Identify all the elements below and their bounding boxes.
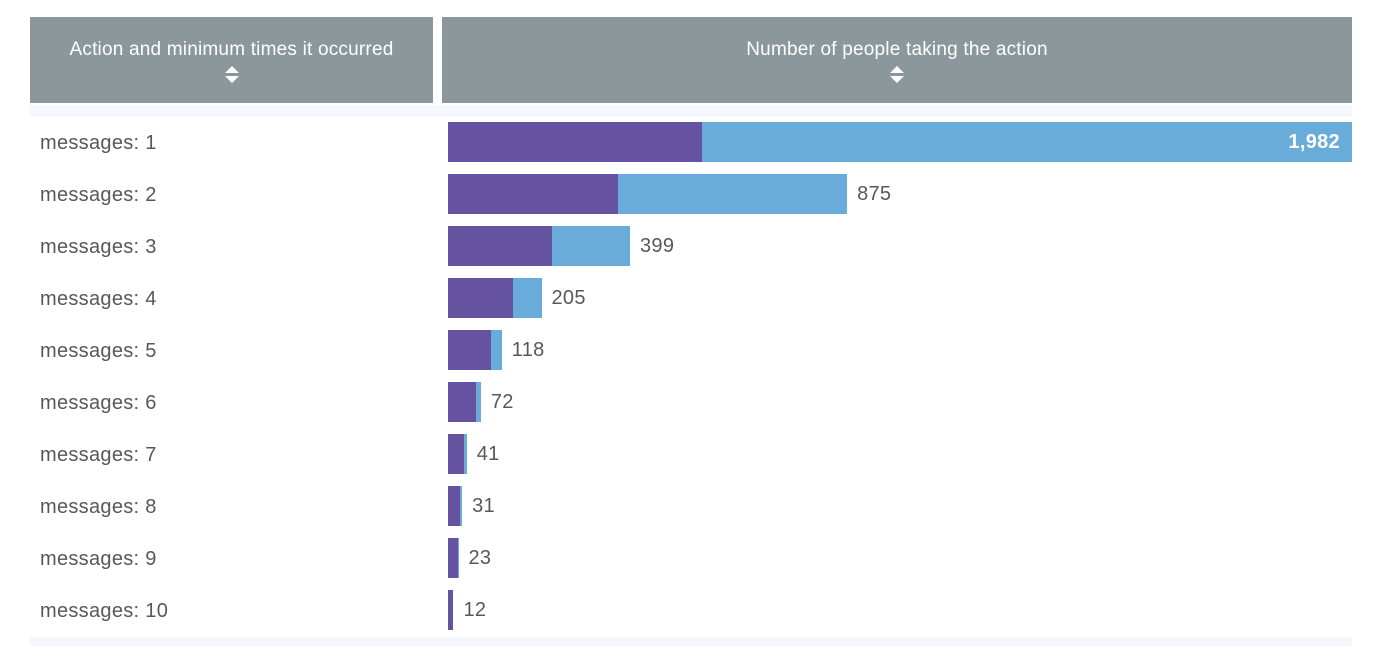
row-label: messages: 3 <box>40 235 157 258</box>
bar-segment-purple <box>448 278 513 318</box>
column-header-people-count[interactable]: Number of people taking the action <box>442 17 1352 103</box>
row-label: messages: 9 <box>40 547 157 570</box>
table-row: messages: 8 31 <box>30 481 1352 533</box>
bar-zone: 118 <box>448 325 1352 377</box>
stacked-bar: 41 <box>448 434 1352 474</box>
bar-segment-purple <box>448 226 553 266</box>
row-label: messages: 8 <box>40 495 157 518</box>
table-row: messages: 7 41 <box>30 429 1352 481</box>
sort-icon <box>890 65 904 83</box>
column-header-action[interactable]: Action and minimum times it occurred <box>30 17 433 103</box>
bar-segment-purple <box>448 330 491 370</box>
bar-value-label: 12 <box>463 598 487 621</box>
bar-segment-blue <box>463 434 467 474</box>
stacked-bar: 31 <box>448 486 1352 526</box>
stacked-bar: 205 <box>448 278 1352 318</box>
table-body: messages: 1 1,982 messages: 2 875 messag… <box>30 105 1352 646</box>
stacked-bar: 12 <box>448 590 1352 630</box>
bar-segment-blue <box>490 330 502 370</box>
bar-zone: 1,982 <box>448 117 1352 169</box>
bar-segment-blue <box>552 226 630 266</box>
stacked-bar: 23 <box>448 538 1352 578</box>
bar-value-label: 875 <box>857 182 892 205</box>
bar-segment-purple <box>448 174 619 214</box>
table-row: messages: 9 23 <box>30 533 1352 585</box>
table-row: messages: 10 12 <box>30 585 1352 637</box>
sort-down-arrow-icon <box>890 75 904 83</box>
stacked-bar: 875 <box>448 174 1352 214</box>
row-label: messages: 4 <box>40 287 157 310</box>
row-label: messages: 7 <box>40 443 157 466</box>
bar-segment-purple <box>448 590 454 630</box>
bar-segment-purple <box>448 486 460 526</box>
bar-value-label: 1,982 <box>1288 131 1340 153</box>
bar-segment-blue <box>459 486 463 526</box>
table-header: Action and minimum times it occurred Num… <box>30 17 1352 103</box>
bar-zone: 31 <box>448 481 1352 533</box>
bar-segment-purple <box>448 122 702 162</box>
bar-segment-purple <box>448 434 464 474</box>
table-row: messages: 4 205 <box>30 273 1352 325</box>
row-label: messages: 10 <box>40 599 169 622</box>
body-bottom-strip <box>30 637 1352 646</box>
stacked-bar: 399 <box>448 226 1352 266</box>
stacked-bar: 72 <box>448 382 1352 422</box>
table-row: messages: 3 399 <box>30 221 1352 273</box>
bar-segment-blue: 1,982 <box>701 122 1352 162</box>
bar-value-label: 41 <box>476 442 500 465</box>
bar-zone: 399 <box>448 221 1352 273</box>
bar-zone: 72 <box>448 377 1352 429</box>
row-label: messages: 6 <box>40 391 157 414</box>
bar-segment-blue <box>618 174 848 214</box>
sort-up-arrow-icon <box>224 65 239 73</box>
bar-zone: 41 <box>448 429 1352 481</box>
bar-segment-blue <box>475 382 481 422</box>
column-header-action-label: Action and minimum times it occurred <box>69 38 394 60</box>
table-row: messages: 6 72 <box>30 377 1352 429</box>
bar-segment-blue <box>512 278 542 318</box>
bar-value-label: 31 <box>472 494 495 517</box>
table-row: messages: 2 875 <box>30 169 1352 221</box>
sort-down-arrow-icon <box>224 75 239 83</box>
sort-icon <box>224 65 239 83</box>
bar-value-label: 205 <box>551 286 586 309</box>
sort-up-arrow-icon <box>890 65 904 73</box>
bar-value-label: 23 <box>468 546 492 569</box>
bar-value-label: 72 <box>490 390 514 413</box>
stacked-bar: 1,982 <box>448 122 1352 162</box>
bar-zone: 205 <box>448 273 1352 325</box>
table-row: messages: 5 118 <box>30 325 1352 377</box>
row-label: messages: 5 <box>40 339 157 362</box>
body-top-strip <box>30 105 1352 117</box>
stacked-bar: 118 <box>448 330 1352 370</box>
bar-segment-purple <box>448 382 476 422</box>
bar-value-label: 118 <box>511 338 545 361</box>
bar-zone: 23 <box>448 533 1352 585</box>
bar-segment-purple <box>448 538 459 578</box>
row-label: messages: 1 <box>40 131 157 154</box>
bar-zone: 875 <box>448 169 1352 221</box>
bar-zone: 12 <box>448 585 1352 637</box>
actions-table: Action and minimum times it occurred Num… <box>30 17 1352 646</box>
row-label: messages: 2 <box>40 183 157 206</box>
table-body-rows: messages: 1 1,982 messages: 2 875 messag… <box>30 117 1352 637</box>
bar-value-label: 399 <box>639 234 675 257</box>
table-row: messages: 1 1,982 <box>30 117 1352 169</box>
column-header-people-count-label: Number of people taking the action <box>746 38 1048 60</box>
